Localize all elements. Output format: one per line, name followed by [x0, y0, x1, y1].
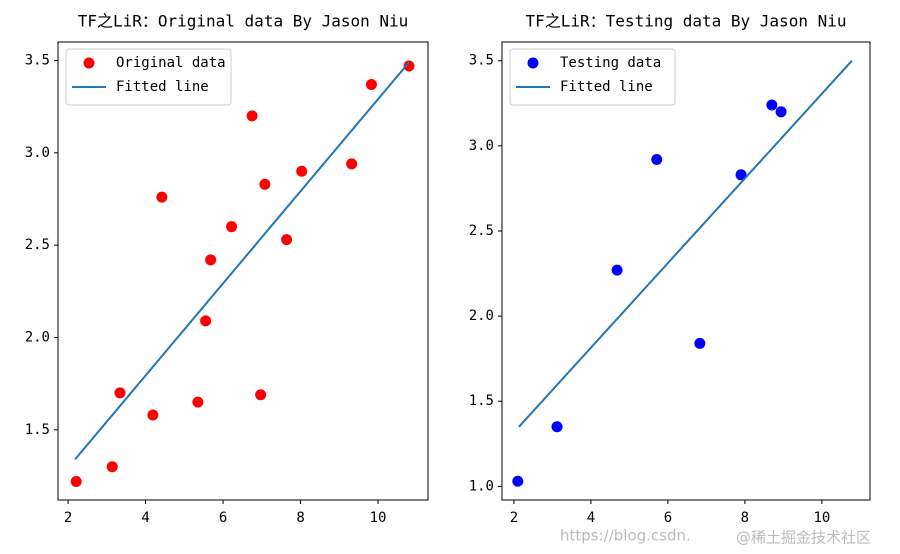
- fitted-line: [74, 61, 410, 461]
- watermark: https://blog.csdn.: [560, 527, 691, 545]
- data-point: [775, 106, 787, 118]
- y-tick-label: 2.5: [25, 237, 50, 253]
- x-tick-label: 8: [741, 510, 749, 526]
- legend: Original data Fitted line: [65, 48, 232, 106]
- x-tick-label: 10: [813, 510, 830, 526]
- y-tick-label: 3.0: [469, 138, 494, 154]
- x-tick-label: 2: [510, 510, 518, 526]
- data-point: [205, 254, 217, 266]
- y-tick-label: 1.5: [469, 393, 494, 409]
- data-point: [346, 158, 358, 170]
- x-tick-label: 6: [219, 510, 227, 526]
- data-point: [200, 315, 212, 327]
- y-tick-label: 3.5: [25, 52, 50, 68]
- data-point: [147, 409, 159, 421]
- y-tick-label: 2.0: [25, 329, 50, 345]
- legend: Testing data Fitted line: [509, 48, 676, 106]
- chart-title: TF之LiR：Testing data By Jason Niu: [526, 12, 847, 31]
- data-point: [651, 153, 663, 165]
- data-point: [694, 337, 706, 349]
- legend-box: [65, 48, 232, 106]
- data-point: [114, 387, 126, 399]
- data-point: [192, 396, 204, 408]
- legend-marker: [527, 57, 539, 69]
- y-tick-label: 1.5: [25, 422, 50, 438]
- legend-label: Fitted line: [116, 79, 209, 95]
- y-tick-label: 3.0: [25, 145, 50, 161]
- x-tick-label: 2: [64, 510, 72, 526]
- y-tick-label: 2.0: [469, 308, 494, 324]
- x-tick-label: 6: [664, 510, 672, 526]
- data-point: [106, 461, 118, 473]
- legend-label: Testing data: [560, 55, 661, 71]
- legend-marker: [83, 57, 95, 69]
- data-point: [512, 475, 524, 487]
- data-point: [766, 99, 778, 111]
- data-point: [246, 110, 258, 122]
- data-point: [259, 178, 271, 190]
- x-tick-label: 4: [587, 510, 595, 526]
- legend-label: Original data: [116, 55, 226, 71]
- data-point: [255, 389, 267, 401]
- data-point: [735, 169, 747, 181]
- data-point: [226, 221, 238, 233]
- chart-title: TF之LiR：Original data By Jason Niu: [78, 12, 409, 31]
- data-point: [70, 476, 82, 488]
- legend-box: [509, 48, 676, 106]
- fitted-line: [518, 60, 853, 428]
- legend-label: Fitted line: [560, 79, 653, 95]
- y-tick-label: 1.0: [469, 478, 494, 494]
- data-point: [611, 264, 623, 276]
- data-point: [403, 60, 415, 72]
- watermark: @稀土掘金技术社区: [736, 529, 871, 547]
- x-tick-label: 10: [370, 510, 387, 526]
- data-point: [365, 78, 377, 90]
- axes-frame: [501, 41, 871, 501]
- axes-frame: [57, 41, 429, 501]
- data-point: [281, 234, 293, 246]
- x-tick-label: 8: [296, 510, 304, 526]
- x-tick-label: 4: [141, 510, 149, 526]
- y-tick-label: 2.5: [469, 223, 494, 239]
- data-point: [551, 421, 563, 433]
- data-point: [156, 191, 168, 203]
- data-point: [296, 165, 308, 177]
- y-tick-label: 3.5: [469, 53, 494, 69]
